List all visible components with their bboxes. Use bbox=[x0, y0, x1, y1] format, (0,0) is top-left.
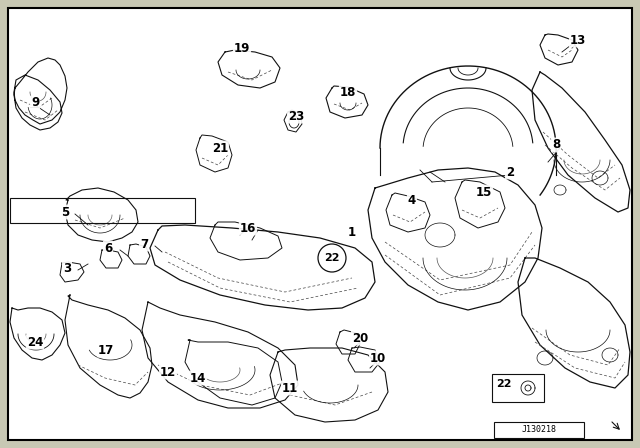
Text: J130218: J130218 bbox=[522, 426, 557, 435]
Text: 15: 15 bbox=[476, 185, 492, 198]
Text: 22: 22 bbox=[496, 379, 512, 389]
Text: 5: 5 bbox=[61, 206, 69, 219]
Text: 23: 23 bbox=[288, 109, 304, 122]
Text: 21: 21 bbox=[212, 142, 228, 155]
Text: 20: 20 bbox=[352, 332, 368, 345]
Text: 14: 14 bbox=[190, 371, 206, 384]
Text: 18: 18 bbox=[340, 86, 356, 99]
Text: 10: 10 bbox=[370, 352, 386, 365]
Text: 17: 17 bbox=[98, 344, 114, 357]
Text: 22: 22 bbox=[324, 253, 340, 263]
Text: 24: 24 bbox=[27, 336, 43, 349]
Text: 1: 1 bbox=[348, 225, 356, 238]
Text: 13: 13 bbox=[570, 34, 586, 47]
Text: 19: 19 bbox=[234, 42, 250, 55]
Text: 2: 2 bbox=[506, 165, 514, 178]
Text: 4: 4 bbox=[408, 194, 416, 207]
Text: 16: 16 bbox=[240, 221, 256, 234]
Text: 12: 12 bbox=[160, 366, 176, 379]
Text: 6: 6 bbox=[104, 241, 112, 254]
Text: 7: 7 bbox=[140, 237, 148, 250]
Text: 8: 8 bbox=[552, 138, 560, 151]
Text: 11: 11 bbox=[282, 382, 298, 395]
Bar bbox=[492, 374, 544, 402]
Text: 3: 3 bbox=[63, 262, 71, 275]
Text: 9: 9 bbox=[31, 96, 39, 109]
Bar bbox=[10, 198, 195, 223]
Bar bbox=[494, 422, 584, 438]
